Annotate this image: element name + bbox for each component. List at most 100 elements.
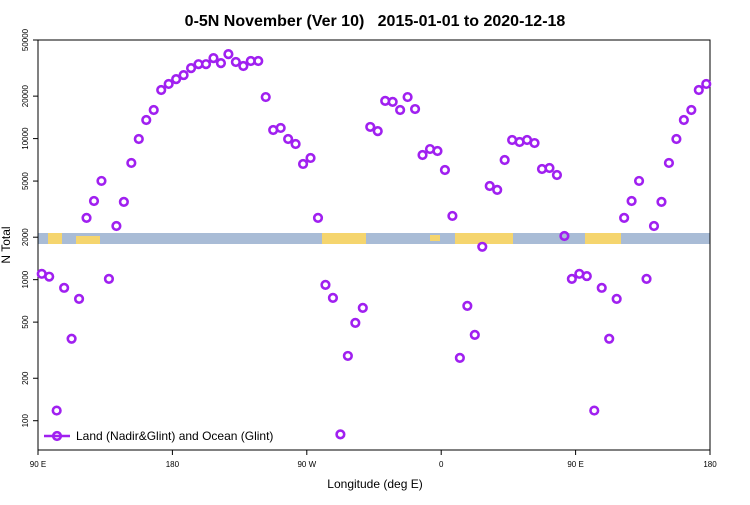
data-point — [171, 74, 182, 85]
x-tick-label: 90 W — [297, 460, 316, 469]
data-point — [663, 157, 675, 169]
x-tick-label: 180 — [166, 460, 180, 469]
data-point — [604, 333, 615, 344]
data-point — [297, 158, 309, 170]
data-point — [111, 220, 122, 232]
data-point — [484, 180, 495, 192]
data-point — [566, 273, 577, 284]
data-point — [395, 104, 406, 116]
data-point — [73, 293, 85, 304]
data-point — [230, 56, 241, 68]
x-tick-label: 180 — [703, 460, 717, 469]
data-point — [148, 104, 159, 116]
y-tick-label: 5000 — [21, 172, 30, 190]
data-point — [499, 154, 510, 166]
x-tick-label: 0 — [439, 460, 444, 469]
data-point — [372, 126, 383, 137]
data-point — [320, 279, 331, 290]
data-point — [223, 49, 234, 60]
map-strip — [38, 233, 710, 244]
y-tick-label: 500 — [21, 315, 30, 329]
data-point — [477, 241, 488, 252]
data-point — [551, 169, 563, 181]
data-point — [260, 91, 271, 103]
y-tick-label: 10000 — [21, 127, 30, 150]
data-point — [185, 63, 197, 74]
data-point — [678, 114, 689, 126]
data-point — [469, 329, 480, 340]
data-point — [596, 282, 607, 293]
data-point — [208, 53, 219, 64]
y-tick-label: 200 — [21, 371, 30, 385]
data-point — [529, 137, 540, 149]
data-point — [581, 270, 592, 282]
data-point — [133, 133, 144, 145]
data-point — [619, 212, 630, 224]
data-point — [365, 121, 376, 133]
data-point — [648, 220, 660, 232]
x-tick-label: 90 E — [567, 460, 583, 469]
data-point — [589, 405, 600, 416]
data-point — [44, 271, 55, 282]
data-point — [312, 212, 324, 224]
data-point — [156, 84, 167, 96]
data-point — [305, 152, 316, 164]
data-point — [544, 162, 555, 174]
data-point — [178, 69, 189, 81]
data-point — [454, 352, 465, 363]
y-tick-label: 2000 — [21, 228, 30, 246]
data-point — [439, 164, 451, 176]
data-point — [342, 350, 353, 362]
data-point — [66, 333, 77, 344]
data-point — [81, 212, 92, 224]
data-point — [103, 273, 115, 284]
data-point — [402, 91, 413, 103]
data-point — [417, 149, 428, 161]
data-point — [447, 210, 458, 222]
data-point — [559, 230, 570, 242]
data-point — [656, 196, 667, 207]
data-point — [686, 104, 697, 116]
data-point — [409, 103, 421, 115]
data-point — [492, 184, 503, 195]
data-point — [335, 429, 346, 440]
data-point — [357, 302, 368, 313]
data-point — [387, 96, 398, 108]
data-point — [238, 60, 249, 72]
data-point — [283, 133, 294, 145]
data-point — [671, 133, 682, 145]
data-point — [253, 55, 264, 67]
data-point — [290, 138, 301, 150]
y-axis-label: N Total — [0, 226, 13, 263]
data-point — [200, 59, 212, 70]
chart-title: 0-5N November (Ver 10) 2015-01-01 to 202… — [185, 13, 566, 30]
data-point — [611, 293, 622, 304]
data-point — [215, 57, 227, 69]
x-axis-label: Longitude (deg E) — [327, 477, 422, 491]
data-point — [126, 157, 137, 169]
data-point — [96, 175, 107, 187]
y-tick-label: 20000 — [21, 84, 30, 107]
data-point — [141, 114, 152, 126]
y-tick-label: 100 — [21, 413, 30, 427]
y-tick-label: 50000 — [21, 28, 30, 51]
legend-marker — [51, 430, 63, 442]
y-tick-label: 1000 — [21, 270, 30, 288]
data-point — [693, 84, 704, 96]
data-point — [88, 195, 100, 207]
data-point — [118, 196, 129, 207]
data-point — [462, 300, 473, 311]
data-point — [327, 292, 339, 303]
x-tick-label: 90 E — [30, 460, 46, 469]
data-point — [275, 122, 286, 134]
data-point — [701, 78, 712, 90]
plot-frame — [37, 39, 711, 451]
data-point — [626, 195, 637, 207]
data-point — [51, 405, 62, 416]
data-point — [350, 317, 361, 328]
data-point — [633, 175, 645, 187]
data-point — [59, 282, 70, 293]
data-point — [432, 145, 443, 157]
legend-label: Land (Nadir&Glint) and Ocean (Glint) — [76, 429, 273, 443]
